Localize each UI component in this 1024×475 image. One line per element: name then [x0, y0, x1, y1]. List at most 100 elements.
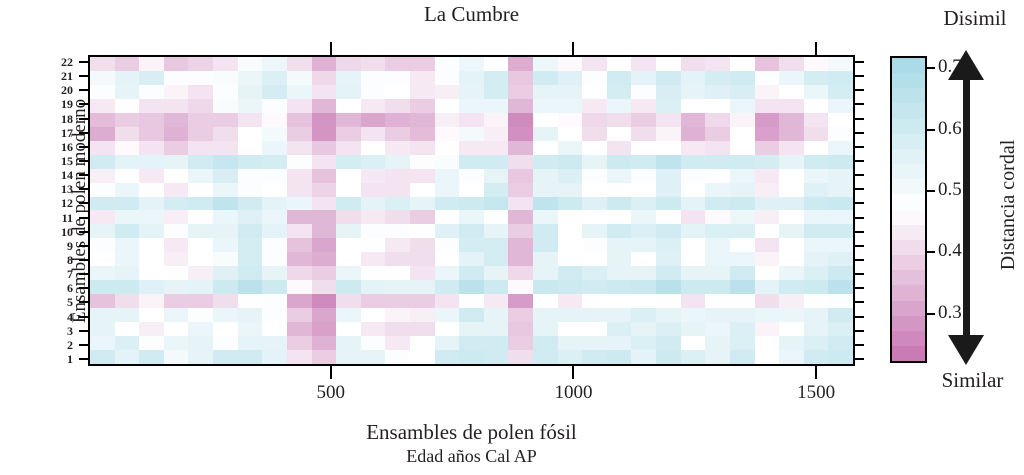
heatmap-cell: [828, 57, 853, 71]
y-tick-label: 3: [67, 323, 73, 338]
heatmap-cell: [582, 84, 607, 99]
heatmap-cell: [262, 252, 287, 267]
x-tick-bottom: [815, 366, 818, 379]
heatmap-cell: [483, 294, 509, 309]
heatmap-cell: [508, 266, 534, 281]
y-tick-right: [855, 75, 864, 78]
heatmap-cell: [311, 294, 337, 309]
heatmap-cell: [508, 350, 534, 364]
heatmap-cell: [779, 224, 804, 239]
heatmap-cell: [680, 238, 706, 253]
heatmap-cell: [483, 336, 509, 351]
heatmap-cell: [311, 266, 337, 281]
heatmap-cell: [139, 182, 164, 197]
heatmap-cell: [262, 196, 287, 211]
heatmap-cell: [705, 238, 730, 253]
y-tick-right: [855, 174, 864, 177]
heatmap-cell: [262, 224, 287, 239]
heatmap-cell: [459, 266, 484, 281]
heatmap-cell: [557, 84, 583, 99]
heatmap-cell: [188, 57, 214, 71]
heatmap-cell: [336, 112, 361, 127]
y-tick-label: 9: [67, 238, 73, 253]
colorbar-segment: [892, 224, 925, 240]
heatmap-cell: [557, 252, 583, 267]
y-tick-right: [855, 287, 864, 290]
heatmap-cell: [754, 112, 780, 127]
heatmap-cell: [705, 168, 730, 183]
heatmap-cell: [754, 322, 780, 337]
heatmap-cell: [779, 57, 804, 71]
heatmap-cell: [139, 196, 164, 211]
y-tick-label: 8: [67, 252, 73, 267]
y-tick-right: [855, 131, 864, 134]
heatmap-cell: [459, 182, 484, 197]
heatmap-cell: [483, 308, 509, 323]
heatmap-cell: [114, 308, 140, 323]
heatmap-cell: [508, 168, 534, 183]
heatmap-cell: [729, 70, 755, 85]
heatmap-cell: [434, 168, 460, 183]
heatmap-cell: [311, 238, 337, 253]
heatmap-cell: [114, 140, 140, 155]
heatmap-cell: [705, 57, 730, 71]
heatmap-cell: [213, 196, 238, 211]
heatmap-cell: [656, 154, 681, 169]
heatmap-cell: [90, 182, 115, 197]
heatmap-cell: [557, 224, 583, 239]
heatmap-cell: [311, 70, 337, 85]
heatmap-cell: [434, 336, 460, 351]
heatmap-cell: [803, 112, 829, 127]
colorbar-segment: [892, 194, 925, 210]
heatmap-cell: [533, 70, 558, 85]
heatmap-cell: [90, 112, 115, 127]
heatmap-cell: [237, 266, 263, 281]
heatmap-cell: [508, 238, 534, 253]
heatmap-cell: [237, 280, 263, 295]
heatmap-cell: [459, 84, 484, 99]
heatmap-cell: [459, 280, 484, 295]
heatmap-cell: [434, 57, 460, 71]
heatmap-cell: [360, 196, 386, 211]
heatmap-cell: [90, 168, 115, 183]
heatmap-cell: [409, 196, 435, 211]
colorbar-segment: [892, 179, 925, 195]
heatmap-cell: [139, 350, 164, 364]
heatmap-cell: [705, 252, 730, 267]
heatmap-cell: [533, 336, 558, 351]
heatmap-cell: [163, 350, 189, 364]
heatmap-cell: [286, 336, 312, 351]
heatmap-cell: [213, 224, 238, 239]
heatmap-cell: [754, 210, 780, 225]
heatmap-cell: [779, 196, 804, 211]
heatmap-cell: [803, 350, 829, 364]
heatmap-cell: [705, 70, 730, 85]
heatmap-cell: [286, 98, 312, 113]
heatmap-cell: [188, 154, 214, 169]
heatmap-cell: [582, 112, 607, 127]
heatmap-cell: [803, 196, 829, 211]
heatmap-cell: [754, 350, 780, 364]
heatmap-cell: [114, 294, 140, 309]
y-tick-right: [855, 103, 864, 106]
heatmap-cell: [237, 112, 263, 127]
heatmap-cell: [409, 70, 435, 85]
heatmap-cell: [434, 308, 460, 323]
heatmap-cell: [828, 224, 853, 239]
heatmap-cell: [631, 238, 657, 253]
heatmap-cell: [360, 182, 386, 197]
heatmap-cell: [237, 224, 263, 239]
heatmap-cell: [803, 140, 829, 155]
heatmap-cell: [434, 154, 460, 169]
colorbar-tick: [927, 67, 935, 70]
heatmap-cell: [582, 210, 607, 225]
heatmap-cell: [360, 210, 386, 225]
colorbar-tick-label: 0.6: [938, 117, 962, 139]
heatmap-cell: [508, 57, 534, 71]
heatmap-cell: [483, 238, 509, 253]
heatmap-cell: [114, 350, 140, 364]
heatmap-cell: [606, 294, 632, 309]
y-tick-right: [855, 117, 864, 120]
x-tick-top: [329, 42, 332, 55]
heatmap-cell: [779, 350, 804, 364]
